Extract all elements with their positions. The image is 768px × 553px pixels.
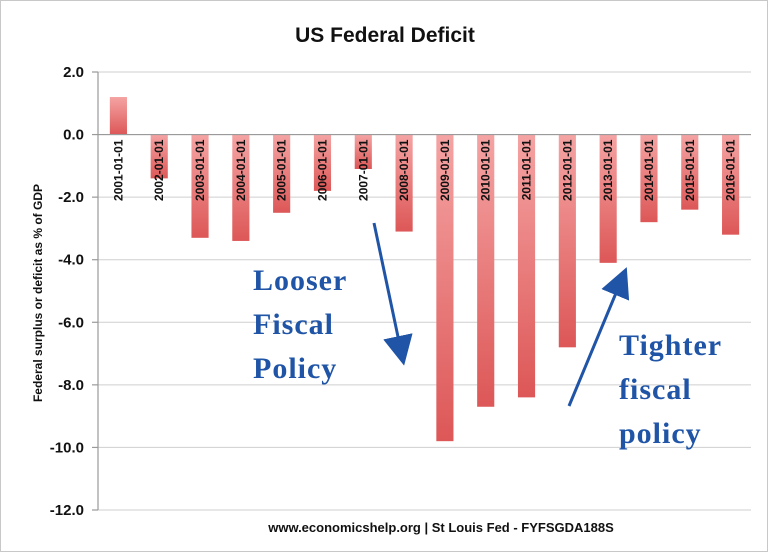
bar-2001-01-01 [109, 97, 127, 135]
bars [109, 97, 740, 442]
category-label: 2015-01-01 [683, 139, 697, 201]
category-label: 2010-01-01 [479, 139, 493, 201]
bar-2004-01-01 [232, 134, 250, 241]
y-tick-label: -2.0 [58, 189, 84, 206]
category-label: 2003-01-01 [193, 139, 207, 201]
bar-2014-01-01 [640, 134, 658, 223]
annotation-tighter-line-3: policy [619, 417, 702, 450]
tighter-arrow [567, 267, 630, 407]
annotation-looser-line-2: Fiscal [253, 308, 334, 341]
category-label: 2009-01-01 [438, 139, 452, 201]
bar-2007-01-01 [354, 134, 372, 169]
category-label: 2011-01-01 [520, 139, 534, 200]
category-label: 2013-01-01 [601, 139, 615, 201]
category-label: 2004-01-01 [234, 139, 248, 201]
chart-title: US Federal Deficit [295, 24, 475, 47]
bar-2002-01-01 [150, 134, 168, 179]
y-tick-label: -6.0 [58, 314, 84, 331]
source-note: www.economicshelp.org | St Louis Fed - F… [267, 520, 614, 535]
category-label: 2006-01-01 [315, 139, 329, 201]
bar-2013-01-01 [599, 134, 617, 263]
category-labels: 2001-01-01 2002-01-01 2003-01-01 2004-01-01… [111, 139, 737, 201]
y-tick-label: -10.0 [50, 439, 84, 456]
annotation-looser-line-1: Looser [253, 264, 347, 297]
y-axis-label: Federal surplus or deficit as % of GDP [31, 184, 45, 402]
bar-2006-01-01 [313, 134, 332, 191]
annotation-tighter-line-1: Tighter [619, 329, 722, 362]
bar-2016-01-01 [722, 134, 740, 235]
y-tick-label: -8.0 [58, 377, 84, 394]
category-label: 2007-01-01 [356, 139, 370, 201]
bar-2005-01-01 [273, 134, 291, 213]
category-label: 2001-01-01 [111, 139, 125, 201]
bar-2015-01-01 [681, 134, 699, 210]
category-label: 2005-01-01 [275, 139, 289, 201]
annotation-looser: Looser Fiscal Policy [253, 264, 347, 385]
bar-2008-01-01 [395, 134, 413, 232]
category-label: 2008-01-01 [397, 139, 411, 201]
bar-2010-01-01 [477, 134, 495, 407]
annotation-looser-line-3: Policy [253, 352, 337, 385]
annotation-tighter-line-2: fiscal [619, 373, 692, 406]
bar-2009-01-01 [436, 134, 454, 442]
y-axis-ticks: 2.0 0.0 -2.0 -4.0 -6.0 -8.0 -10.0 -12.0 [50, 64, 84, 519]
looser-arrow [372, 222, 413, 366]
category-label: 2014-01-01 [642, 139, 656, 201]
category-label: 2002-01-01 [152, 139, 166, 201]
y-tick-label: -12.0 [50, 502, 84, 519]
y-tick-label: -4.0 [58, 252, 84, 269]
category-label: 2012-01-01 [560, 139, 574, 201]
category-label: 2016-01-01 [724, 139, 738, 201]
annotation-tighter: Tighter fiscal policy [619, 329, 722, 450]
y-tick-label: 2.0 [63, 64, 84, 81]
y-tick-label: 0.0 [63, 127, 84, 144]
bar-2012-01-01 [558, 134, 576, 348]
bar-2011-01-01 [517, 134, 536, 398]
bar-2003-01-01 [191, 134, 209, 238]
